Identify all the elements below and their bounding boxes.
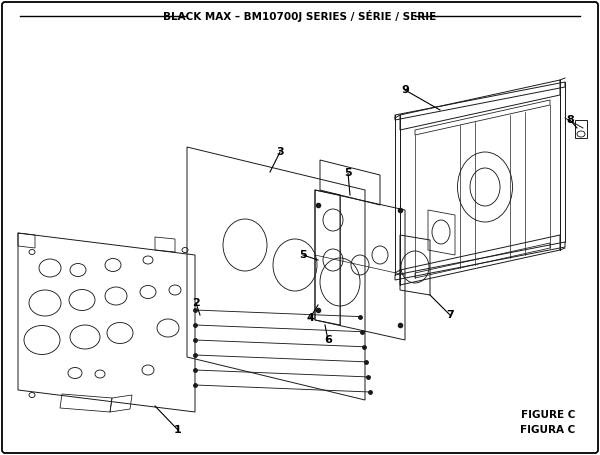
Text: BLACK MAX – BM10700J SERIES / SÉRIE / SERIE: BLACK MAX – BM10700J SERIES / SÉRIE / SE… xyxy=(163,10,437,22)
Text: 9: 9 xyxy=(401,85,409,95)
Text: 5: 5 xyxy=(299,250,307,260)
Text: FIGURE C: FIGURE C xyxy=(521,410,575,420)
Text: 8: 8 xyxy=(566,115,574,125)
Text: FIGURA C: FIGURA C xyxy=(520,425,575,435)
Text: 5: 5 xyxy=(344,168,352,178)
Bar xyxy=(575,120,587,138)
Text: 3: 3 xyxy=(276,147,284,157)
Text: 7: 7 xyxy=(446,310,454,320)
Text: 2: 2 xyxy=(192,298,200,308)
Text: 1: 1 xyxy=(174,425,182,435)
Text: 6: 6 xyxy=(324,335,332,345)
Text: 4: 4 xyxy=(306,313,314,323)
